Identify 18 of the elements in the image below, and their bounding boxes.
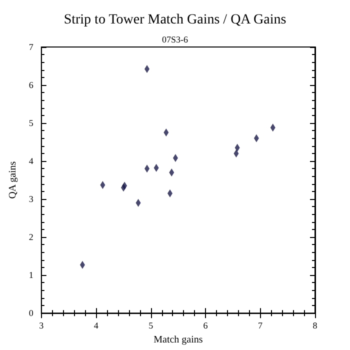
y-tick-label: 3	[28, 194, 34, 204]
chart-subtitle: 07S3-6	[162, 34, 188, 44]
y-tick-label: 0	[28, 308, 34, 318]
x-tick-label: 5	[148, 320, 154, 331]
y-tick-label: 4	[28, 156, 34, 166]
y-tick-label: 2	[28, 232, 34, 242]
x-axis-title: Match gains	[154, 334, 203, 346]
y-tick-label: 7	[28, 42, 34, 52]
x-tick-label: 3	[39, 320, 44, 331]
y-tick-label: 1	[28, 270, 34, 280]
y-tick-label: 6	[28, 80, 34, 90]
x-tick-label: 6	[203, 320, 208, 331]
x-tick-label: 4	[94, 320, 99, 331]
y-tick-label: 5	[28, 118, 34, 128]
x-tick-label: 8	[312, 320, 318, 331]
x-tick-label: 7	[258, 320, 264, 331]
chart-title: Strip to Tower Match Gains / QA Gains	[64, 12, 286, 28]
y-axis-title: QA gains	[8, 161, 18, 199]
